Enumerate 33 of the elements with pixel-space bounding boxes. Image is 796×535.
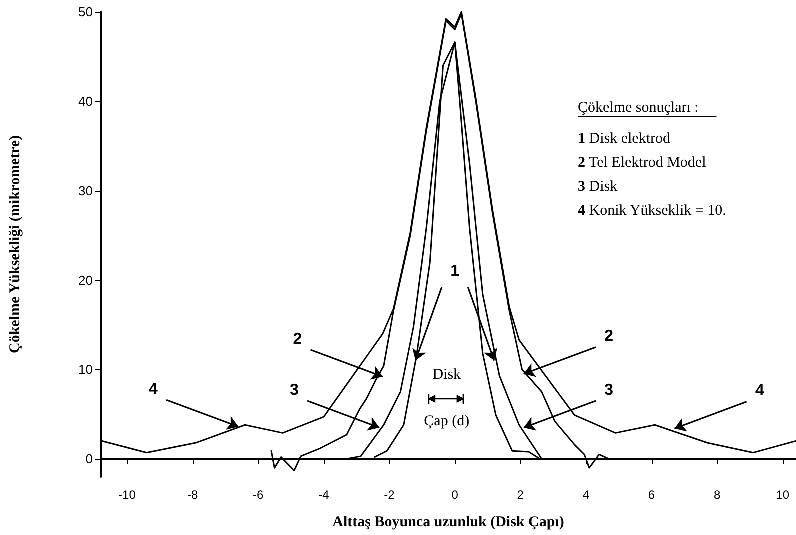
- x-tick-label: 2: [517, 488, 524, 502]
- annotation: 2: [604, 328, 614, 346]
- x-tick-label: -4: [318, 488, 330, 502]
- x-tick-label: 0: [452, 488, 459, 502]
- x-tick-label: -2: [384, 488, 396, 502]
- y-tick-label: 10: [78, 362, 93, 378]
- x-tick-label: 4: [582, 488, 590, 502]
- y-tick-label: 50: [78, 4, 93, 20]
- annotation: 4: [755, 382, 764, 400]
- annotation: 4: [149, 380, 158, 398]
- annotation: 3: [290, 382, 299, 399]
- y-tick-label: 20: [78, 272, 93, 288]
- y-tick-label: 0: [86, 452, 93, 467]
- annotation: Çökelme sonuçları :: [578, 100, 699, 116]
- x-tick-label: -10: [118, 488, 136, 502]
- annotation: 1 Disk elektrod: [578, 131, 671, 147]
- x-tick-label: 10: [776, 488, 790, 502]
- x-tick-label: 6: [648, 488, 656, 502]
- annotation: Disk: [432, 367, 462, 384]
- y-axis-title: Çökelme Yüksekliği (mikrometre): [8, 135, 24, 354]
- y-tick-label: 30: [78, 183, 93, 198]
- annotation: 1: [450, 262, 460, 280]
- annotation: 2 Tel Elektrod Model: [578, 155, 706, 171]
- annotation: 4 Konik Yükseklik = 10.: [578, 203, 726, 219]
- annotation: Çap (d): [424, 414, 470, 430]
- x-axis-title: Alttaş Boyunca uzunluk (Disk Çapı): [332, 514, 564, 530]
- x-tick-label: -6: [253, 488, 264, 502]
- annotation: 3: [604, 382, 614, 399]
- annotation: 2: [293, 330, 302, 348]
- x-tick-label: 8: [714, 488, 721, 502]
- x-tick-label: -8: [187, 488, 198, 502]
- annotation: 3 Disk: [578, 179, 618, 195]
- y-tick-label: 40: [78, 94, 93, 109]
